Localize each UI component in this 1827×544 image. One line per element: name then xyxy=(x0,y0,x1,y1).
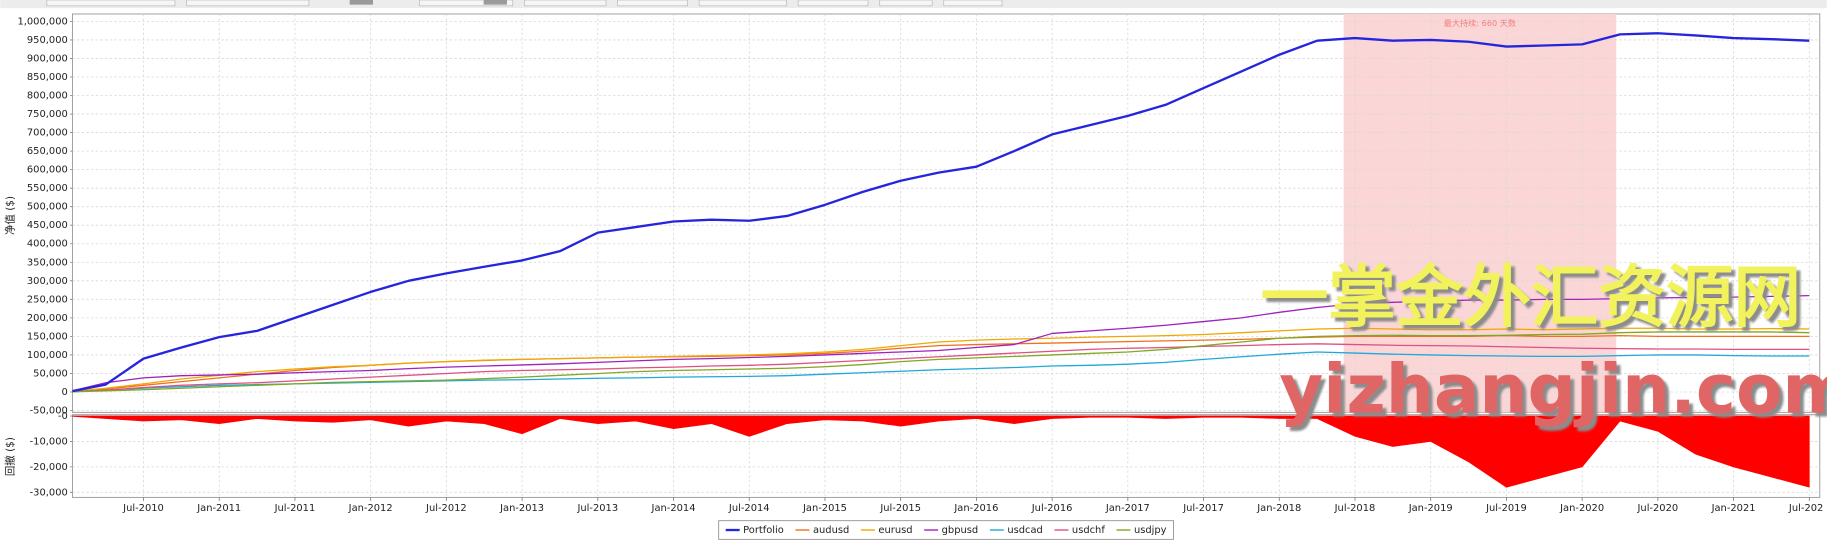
y-tick-label: -20,000 xyxy=(30,462,68,473)
watermark: yizhangjin.com xyxy=(1279,349,1827,428)
drawdown-area xyxy=(72,415,1810,488)
y-tick-label: 250,000 xyxy=(27,294,68,305)
y-tick-label: 950,000 xyxy=(27,35,68,46)
y-tick-label: -0 xyxy=(58,411,68,422)
series-line xyxy=(72,351,1810,393)
y-tick-label: 100,000 xyxy=(27,350,68,361)
y-tick-label: 50,000 xyxy=(33,368,68,379)
y-tick-label: 550,000 xyxy=(27,183,68,194)
legend-label: eurusd xyxy=(878,525,912,536)
x-tick-label: Jan-2011 xyxy=(196,503,241,514)
y-tick-label: 350,000 xyxy=(27,257,68,268)
y-tick-label: 300,000 xyxy=(27,276,68,287)
legend-label: usdcad xyxy=(1007,525,1042,536)
series-line xyxy=(72,294,1810,392)
toolbar xyxy=(0,0,1827,9)
y-axis-title: 净值 ($) xyxy=(4,196,17,235)
drawdown-plot xyxy=(72,414,1820,498)
x-tick-label: Jul-2013 xyxy=(576,503,618,514)
legend: Portfolio audusd eurusd gbpusd usdcad usdchf u… xyxy=(718,520,1174,540)
y-tick-label: 400,000 xyxy=(27,239,68,250)
legend-label: Portfolio xyxy=(743,525,784,536)
y-tick-label: 700,000 xyxy=(27,128,68,139)
x-tick-label: Jul-2017 xyxy=(1182,503,1224,514)
y-tick-label: 500,000 xyxy=(27,202,68,213)
x-tick-label: Jan-2015 xyxy=(802,503,847,514)
x-tick-label: Jul-2015 xyxy=(879,503,921,514)
y-tick-label: 900,000 xyxy=(27,53,68,64)
y-tick-label: 850,000 xyxy=(27,72,68,83)
x-tick-label: Jan-2016 xyxy=(953,503,998,514)
x-tick-label: Jan-2017 xyxy=(1105,503,1150,514)
x-tick-label: Jul-2019 xyxy=(1485,503,1527,514)
y-tick-label: -50,000 xyxy=(30,406,68,417)
x-tick-label: Jan-2012 xyxy=(348,503,393,514)
y-tick-label: 650,000 xyxy=(27,146,68,157)
x-tick-label: Jul-2012 xyxy=(425,503,467,514)
x-tick-label: Jan-2021 xyxy=(1711,503,1756,514)
x-tick-label: Jan-2013 xyxy=(499,503,544,514)
series-line xyxy=(72,331,1810,393)
x-tick-label: Jan-2019 xyxy=(1408,503,1453,514)
series-line xyxy=(72,327,1810,393)
x-tick-label: Jul-2010 xyxy=(122,503,164,514)
y-tick-label: 0 xyxy=(61,387,67,398)
y-axis-title: 回撤 ($) xyxy=(4,437,17,476)
legend-label: audusd xyxy=(813,525,849,536)
y-tick-label: 450,000 xyxy=(27,220,68,231)
x-tick-label: Jan-2014 xyxy=(651,503,696,514)
series-line xyxy=(72,32,1810,393)
y-tick-label: -10,000 xyxy=(30,436,68,447)
watermark: 一掌金外汇资源网 xyxy=(1261,257,1801,336)
y-tick-label: 600,000 xyxy=(27,165,68,176)
y-tick-label: 800,000 xyxy=(27,91,68,102)
series-line xyxy=(72,343,1810,393)
y-tick-label: 1,000,000 xyxy=(17,16,67,27)
legend-box xyxy=(718,520,1174,540)
legend-label: usdjpy xyxy=(1134,525,1167,536)
x-tick-label: Jul-2018 xyxy=(1334,503,1376,514)
x-tick-label: Jan-2018 xyxy=(1256,503,1301,514)
span-label: 最大持续: 660 天数 xyxy=(1444,18,1516,28)
y-tick-label: 750,000 xyxy=(27,109,68,120)
y-tick-label: -30,000 xyxy=(30,487,68,498)
legend-label: gbpusd xyxy=(942,525,979,536)
y-tick-label: 200,000 xyxy=(27,313,68,324)
x-tick-label: Jan-2020 xyxy=(1559,503,1604,514)
legend-label: usdchf xyxy=(1072,525,1105,536)
x-tick-label: Jul-2011 xyxy=(274,503,316,514)
x-tick-label: Jul-2020 xyxy=(1637,503,1679,514)
y-tick-label: 150,000 xyxy=(27,331,68,342)
equity-plot xyxy=(72,13,1820,413)
x-tick-label: Jul-2016 xyxy=(1031,503,1073,514)
x-tick-label: Jul-2021 xyxy=(1788,503,1827,514)
axes: 最大持续: 660 天数 -50,000 0 50,000 100,000 150,000… xyxy=(17,16,1827,514)
x-tick-label: Jul-2014 xyxy=(728,503,770,514)
